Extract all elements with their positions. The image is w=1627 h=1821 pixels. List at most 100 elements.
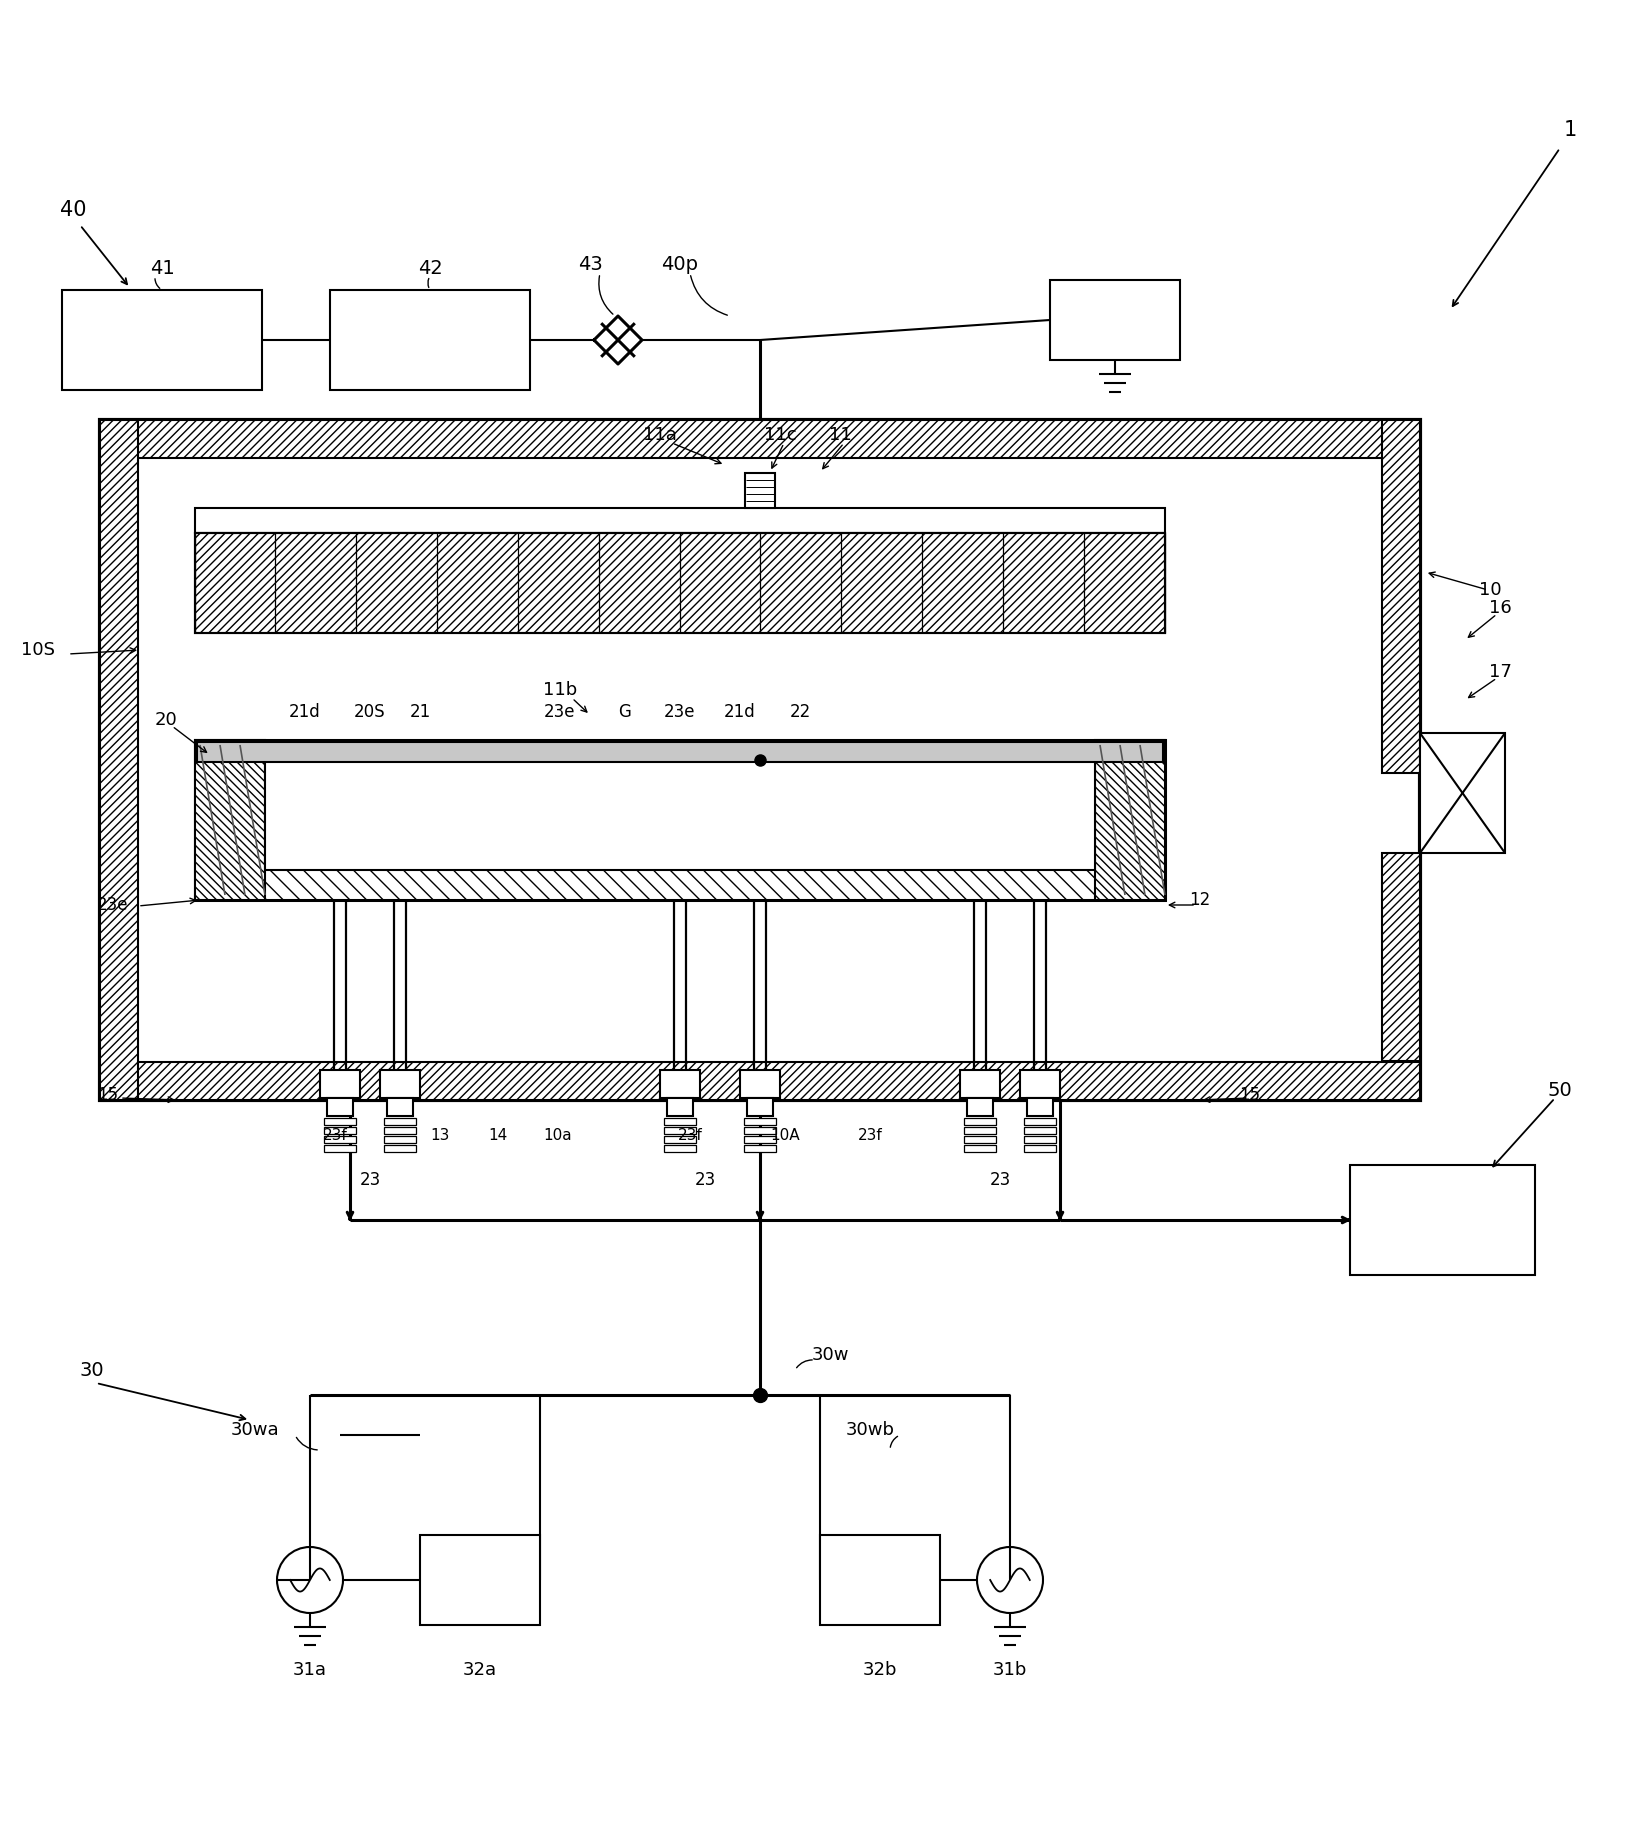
Bar bbox=[420, 1535, 540, 1624]
Bar bbox=[965, 1127, 996, 1134]
Bar bbox=[664, 1136, 696, 1144]
Bar bbox=[1023, 1136, 1056, 1144]
Bar bbox=[664, 1145, 696, 1153]
Text: 23: 23 bbox=[360, 1171, 381, 1189]
Text: 30: 30 bbox=[80, 1360, 104, 1380]
Text: 11b: 11b bbox=[543, 681, 578, 699]
Text: 15: 15 bbox=[98, 1085, 119, 1104]
Bar bbox=[330, 290, 530, 390]
Bar bbox=[62, 290, 262, 390]
Bar bbox=[1420, 734, 1505, 852]
Bar bbox=[324, 1118, 356, 1125]
Text: 10A: 10A bbox=[770, 1127, 800, 1142]
Bar bbox=[384, 1127, 417, 1134]
Bar bbox=[1027, 1098, 1053, 1116]
Text: 21: 21 bbox=[410, 703, 431, 721]
Text: 11a: 11a bbox=[643, 426, 677, 444]
Bar bbox=[1023, 1145, 1056, 1153]
Text: 43: 43 bbox=[578, 255, 602, 275]
Bar bbox=[99, 421, 138, 1100]
Text: 23e: 23e bbox=[545, 703, 576, 721]
Bar bbox=[384, 1118, 417, 1125]
Bar bbox=[667, 1098, 693, 1116]
Text: 30w: 30w bbox=[812, 1346, 849, 1364]
Text: 10a: 10a bbox=[543, 1127, 573, 1142]
Bar bbox=[1095, 739, 1165, 900]
Bar bbox=[195, 739, 1165, 900]
Text: 31a: 31a bbox=[293, 1661, 327, 1679]
Text: 20S: 20S bbox=[355, 703, 386, 721]
Text: 14: 14 bbox=[488, 1127, 508, 1142]
Bar bbox=[744, 1136, 776, 1144]
Text: 23f: 23f bbox=[857, 1127, 882, 1142]
Bar bbox=[195, 739, 265, 900]
Bar bbox=[324, 1145, 356, 1153]
Bar bbox=[195, 534, 1165, 634]
Bar bbox=[960, 1071, 1001, 1098]
Bar bbox=[1049, 280, 1180, 361]
Bar bbox=[744, 1127, 776, 1134]
Text: 40p: 40p bbox=[662, 255, 698, 275]
Bar bbox=[195, 508, 1165, 534]
Bar bbox=[324, 1127, 356, 1134]
Bar bbox=[324, 1136, 356, 1144]
Bar bbox=[99, 421, 1420, 459]
Bar bbox=[740, 1071, 779, 1098]
Bar bbox=[1381, 421, 1420, 772]
Text: 13: 13 bbox=[430, 1127, 449, 1142]
Bar bbox=[384, 1136, 417, 1144]
Bar bbox=[195, 534, 1165, 634]
Text: 12: 12 bbox=[1189, 890, 1210, 909]
Text: 23e: 23e bbox=[664, 703, 696, 721]
Text: 10S: 10S bbox=[21, 641, 55, 659]
Bar bbox=[197, 741, 1163, 761]
Bar bbox=[664, 1118, 696, 1125]
Bar bbox=[661, 1071, 700, 1098]
Text: 23: 23 bbox=[989, 1171, 1010, 1189]
Text: G: G bbox=[618, 703, 631, 721]
Text: 11: 11 bbox=[828, 426, 851, 444]
Bar bbox=[965, 1136, 996, 1144]
Text: 23e: 23e bbox=[96, 896, 129, 914]
Text: 32b: 32b bbox=[862, 1661, 896, 1679]
Bar bbox=[747, 1098, 773, 1116]
Text: 40: 40 bbox=[60, 200, 86, 220]
Text: 23f: 23f bbox=[677, 1127, 703, 1142]
Text: 30wa: 30wa bbox=[231, 1420, 280, 1439]
Text: 21d: 21d bbox=[290, 703, 321, 721]
Text: 20: 20 bbox=[155, 710, 177, 728]
Text: 31b: 31b bbox=[992, 1661, 1027, 1679]
Text: 15: 15 bbox=[1240, 1085, 1261, 1104]
Text: 22: 22 bbox=[789, 703, 810, 721]
Text: 32a: 32a bbox=[464, 1661, 498, 1679]
Text: 41: 41 bbox=[150, 259, 174, 277]
Bar bbox=[321, 1071, 360, 1098]
Bar bbox=[327, 1098, 353, 1116]
Bar bbox=[387, 1098, 413, 1116]
Text: 16: 16 bbox=[1489, 599, 1511, 617]
Bar bbox=[99, 421, 1420, 1100]
Bar bbox=[744, 1118, 776, 1125]
Text: 23: 23 bbox=[695, 1171, 716, 1189]
Bar bbox=[1350, 1165, 1534, 1275]
Bar bbox=[664, 1127, 696, 1134]
Text: 11c: 11c bbox=[763, 426, 796, 444]
Text: 21d: 21d bbox=[724, 703, 757, 721]
Bar bbox=[744, 1145, 776, 1153]
Text: 30wb: 30wb bbox=[846, 1420, 895, 1439]
Bar bbox=[384, 1145, 417, 1153]
Text: 50: 50 bbox=[1547, 1080, 1572, 1100]
Text: 17: 17 bbox=[1489, 663, 1511, 681]
Text: 1: 1 bbox=[1564, 120, 1577, 140]
Bar bbox=[99, 1062, 1420, 1100]
Bar bbox=[265, 759, 1095, 870]
Bar bbox=[1381, 852, 1420, 1062]
Bar bbox=[745, 473, 774, 508]
Text: 42: 42 bbox=[418, 259, 443, 277]
Text: 23f: 23f bbox=[322, 1127, 348, 1142]
Bar bbox=[966, 1098, 992, 1116]
Bar bbox=[820, 1535, 940, 1624]
Bar bbox=[965, 1145, 996, 1153]
Bar bbox=[381, 1071, 420, 1098]
Bar bbox=[1023, 1127, 1056, 1134]
